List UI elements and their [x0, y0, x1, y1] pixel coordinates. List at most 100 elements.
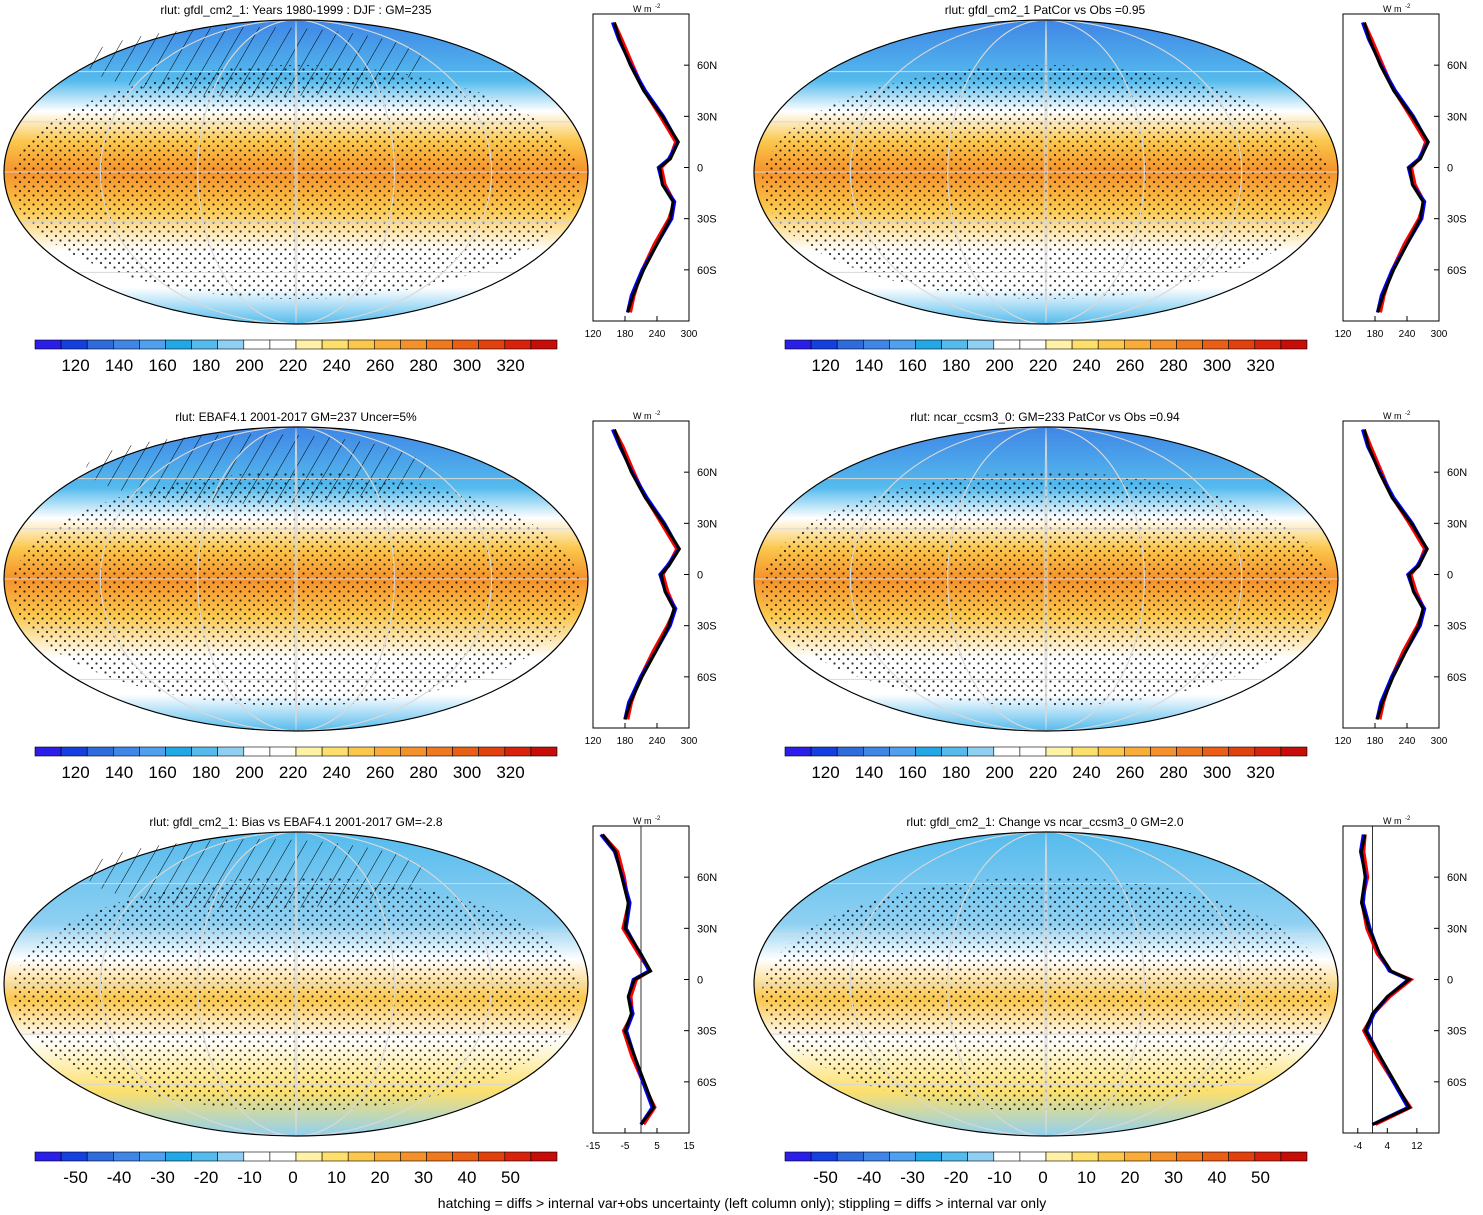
- colorbar-label: -10: [987, 1168, 1012, 1187]
- colorbar-2: 120 140 160 180 200 220 240 260 280 300 320: [784, 339, 1308, 375]
- colorbar-swatch: [836, 1151, 864, 1162]
- colorbar-swatch: [784, 339, 812, 350]
- lat-label: 60S: [697, 672, 717, 684]
- colorbar-swatch: [810, 1151, 838, 1162]
- colorbar-swatch: [269, 746, 297, 757]
- colorbar-label: 200: [985, 356, 1013, 375]
- colorbar-swatch: [347, 1151, 375, 1162]
- colorbar-swatch: [295, 746, 323, 757]
- profile-unit: W m: [633, 411, 652, 421]
- x-tick-label: 240: [1399, 329, 1416, 340]
- colorbar-swatch: [993, 746, 1021, 757]
- colorbar-swatch: [1280, 1151, 1308, 1162]
- colorbar-swatch: [217, 746, 245, 757]
- colorbar-swatch: [478, 339, 506, 350]
- colorbar-label: 40: [458, 1168, 477, 1187]
- colorbar-swatch: [34, 339, 62, 350]
- profile-line-black: [601, 833, 656, 1126]
- colorbar-label: 50: [1251, 1168, 1270, 1187]
- colorbar-swatch: [400, 746, 427, 757]
- panel-title-2: rlut: gfdl_cm2_1 PatCor vs Obs =0.95: [945, 3, 1146, 17]
- colorbar-label: 220: [279, 763, 307, 782]
- x-tick-label: 180: [617, 736, 634, 747]
- map-outline: [753, 426, 1339, 732]
- colorbar-swatch: [1124, 339, 1151, 350]
- colorbar-swatch: [530, 746, 558, 757]
- colorbar-swatch: [1045, 339, 1073, 350]
- lat-label: 30S: [1447, 1026, 1467, 1038]
- profile-line-red: [1360, 834, 1415, 1126]
- lat-label: 60S: [697, 1077, 717, 1089]
- profile-unit: W m: [633, 4, 652, 14]
- colorbar-swatch: [452, 746, 480, 757]
- colorbar-label: 260: [1116, 763, 1144, 782]
- colorbar-swatch: [113, 1151, 140, 1162]
- colorbar-swatch: [1150, 339, 1177, 350]
- lat-label: 30N: [1447, 111, 1467, 123]
- x-tick-label: 4: [1385, 1141, 1391, 1152]
- colorbar-swatch: [1254, 746, 1282, 757]
- colorbar-swatch: [941, 339, 968, 350]
- colorbar-label: 300: [453, 763, 481, 782]
- colorbar-label: 0: [1038, 1168, 1047, 1187]
- lat-label: 60N: [1447, 467, 1467, 479]
- lat-label: 60N: [1447, 872, 1467, 884]
- hatching: [86, 434, 426, 504]
- x-tick-label: 120: [585, 736, 602, 747]
- colorbar-label: -30: [900, 1168, 925, 1187]
- colorbar-label: 50: [501, 1168, 520, 1187]
- lat-label: 0: [697, 975, 703, 987]
- colorbar-swatch: [373, 746, 401, 757]
- x-tick-label: 180: [1367, 736, 1384, 747]
- lat-label: 60N: [697, 60, 717, 72]
- panel-title-3: rlut: EBAF4.1 2001-2017 GM=237 Uncer=5%: [175, 410, 417, 424]
- profile-unit-exponent: -2: [1405, 4, 1411, 10]
- lat-label: 60N: [1447, 60, 1467, 72]
- colorbar-swatch: [1045, 746, 1073, 757]
- colorbar-swatch: [836, 746, 864, 757]
- colorbar-label: 300: [1203, 763, 1231, 782]
- colorbar-label: 220: [1029, 356, 1057, 375]
- colorbar-swatch: [295, 339, 323, 350]
- colorbar-swatch: [1176, 1151, 1203, 1162]
- colorbar-swatch: [1150, 1151, 1177, 1162]
- profile-panel-2: W m -2 60N 30N 0 30S 60S 120 180 240 300: [1335, 4, 1468, 340]
- map-panel-5: [3, 831, 589, 1137]
- profile-unit-exponent: -2: [655, 4, 661, 10]
- colorbar-label: -40: [107, 1168, 132, 1187]
- colorbar-label: -10: [237, 1168, 262, 1187]
- colorbar-swatch: [530, 1151, 558, 1162]
- colorbar-swatch: [269, 339, 297, 350]
- colorbar-swatch: [295, 1151, 323, 1162]
- stippling: [12, 877, 580, 1111]
- colorbar-label: 10: [1077, 1168, 1096, 1187]
- stippling: [12, 65, 580, 299]
- colorbar-swatch: [243, 339, 271, 350]
- profile-line-black: [1362, 429, 1429, 720]
- colorbar-swatch: [347, 339, 375, 350]
- colorbar-swatch: [784, 746, 812, 757]
- lat-label: 30N: [1447, 518, 1467, 530]
- colorbar-swatch: [86, 1151, 114, 1162]
- colorbar-label: 140: [855, 763, 883, 782]
- colorbar-label: 220: [1029, 763, 1057, 782]
- profile-unit-exponent: -2: [1405, 816, 1411, 822]
- x-tick-label: 120: [585, 329, 602, 340]
- profile-unit: W m: [1383, 411, 1402, 421]
- colorbar-label: 20: [371, 1168, 390, 1187]
- hatching: [86, 27, 426, 97]
- map-outline: [3, 19, 589, 325]
- panel-title-6: rlut: gfdl_cm2_1: Change vs ncar_ccsm3_0…: [906, 815, 1183, 829]
- colorbar-label: 200: [235, 356, 263, 375]
- colorbar-swatch: [504, 746, 532, 757]
- colorbar-swatch: [1202, 746, 1229, 757]
- colorbar-label: 10: [327, 1168, 346, 1187]
- lat-label: 60S: [1447, 1077, 1467, 1089]
- colorbar-label: 300: [453, 356, 481, 375]
- colorbar-swatch: [915, 746, 942, 757]
- x-tick-label: 300: [681, 329, 698, 340]
- panel-title-1: rlut: gfdl_cm2_1: Years 1980-1999 : DJF …: [160, 3, 431, 17]
- x-tick-label: -15: [586, 1141, 601, 1152]
- colorbar-swatch: [1097, 339, 1125, 350]
- colorbar-swatch: [217, 339, 245, 350]
